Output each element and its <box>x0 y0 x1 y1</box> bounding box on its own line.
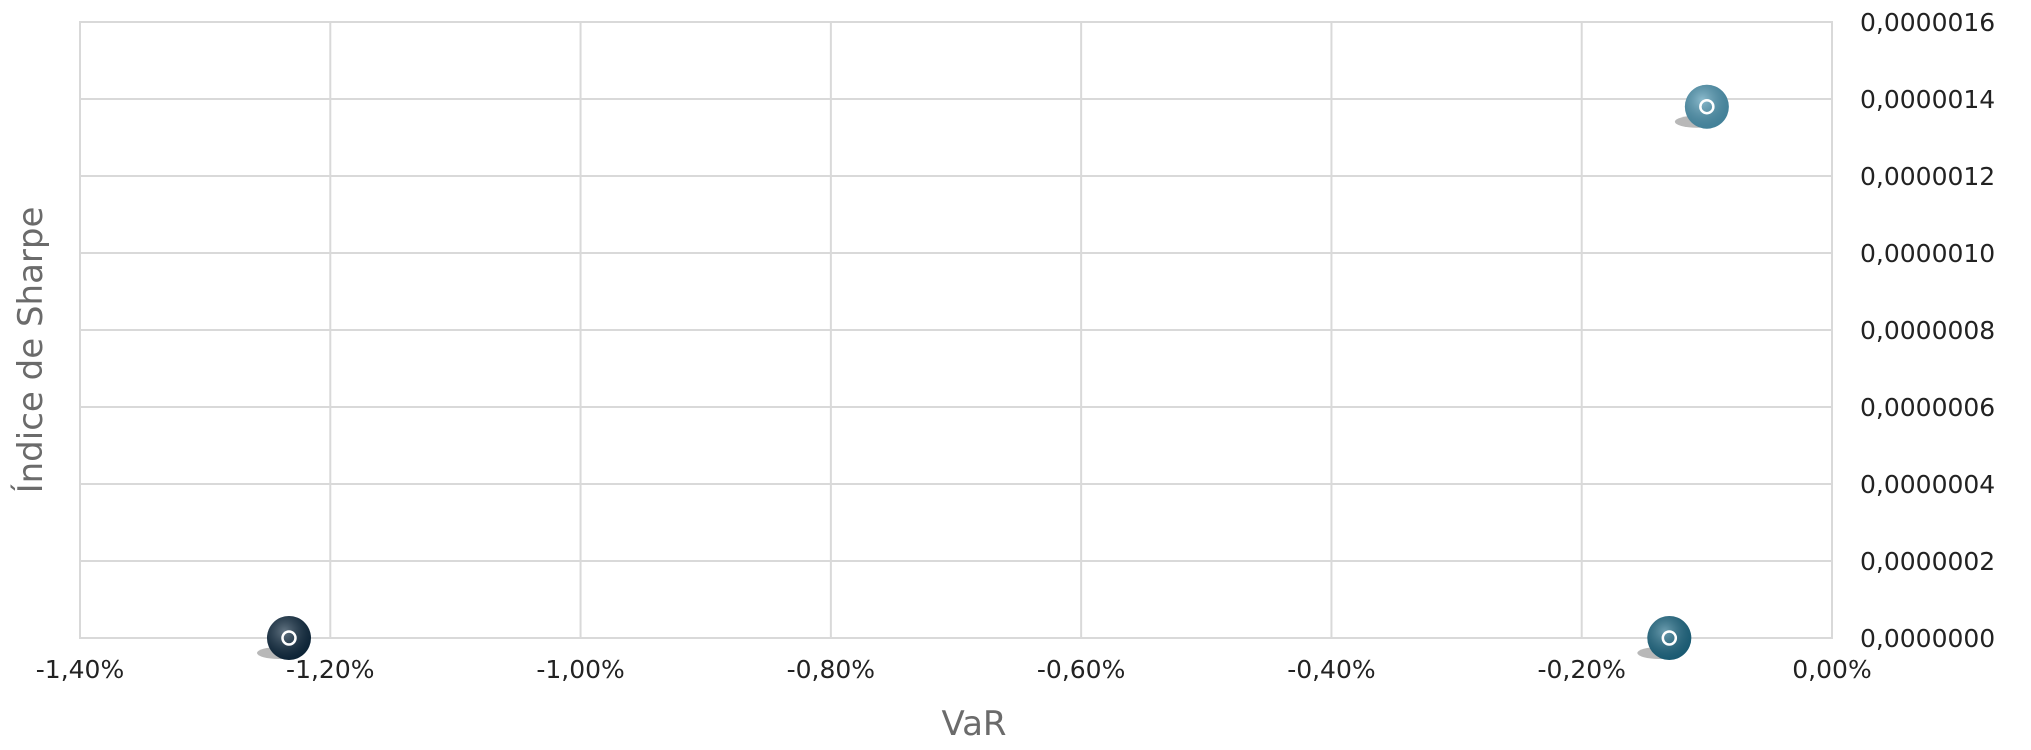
y-tick-label: 0,0000016 <box>1860 8 1995 37</box>
data-point <box>1637 616 1692 660</box>
y-tick-label: 0,0000000 <box>1860 624 1995 653</box>
y-tick-label: 0,0000008 <box>1860 316 1995 345</box>
data-points <box>256 84 1729 660</box>
x-tick-label: -1,20% <box>286 655 374 684</box>
x-tick-label: -0,20% <box>1537 655 1625 684</box>
y-tick-label: 0,0000010 <box>1860 239 1995 268</box>
x-tick-label: 0,00% <box>1792 655 1871 684</box>
plot-area-border <box>79 21 1833 639</box>
x-axis-title: VaR <box>941 704 1006 744</box>
data-point <box>1674 84 1729 129</box>
x-tick-label: -0,60% <box>1037 655 1125 684</box>
y-tick-label: 0,0000014 <box>1860 85 1995 114</box>
x-tick-label: -1,00% <box>536 655 624 684</box>
y-axis-title: Índice de Sharpe <box>10 207 51 494</box>
y-tick-label: 0,0000006 <box>1860 393 1995 422</box>
x-tick-label: -1,40% <box>36 655 124 684</box>
x-tick-label: -0,40% <box>1287 655 1375 684</box>
x-axis-tick-labels: -1,40% -1,20% -1,00% -0,80% -0,60% -0,40% -0,2… <box>36 655 1872 684</box>
y-axis-tick-labels: 0,0000000 0,0000002 0,0000004 0,0000006 0,00… <box>1860 8 1995 653</box>
y-tick-label: 0,0000004 <box>1860 470 1995 499</box>
grid <box>79 21 1833 639</box>
y-tick-label: 0,0000012 <box>1860 162 1995 191</box>
data-point <box>256 616 311 660</box>
x-tick-label: -0,80% <box>787 655 875 684</box>
y-tick-label: 0,0000002 <box>1860 547 1995 576</box>
